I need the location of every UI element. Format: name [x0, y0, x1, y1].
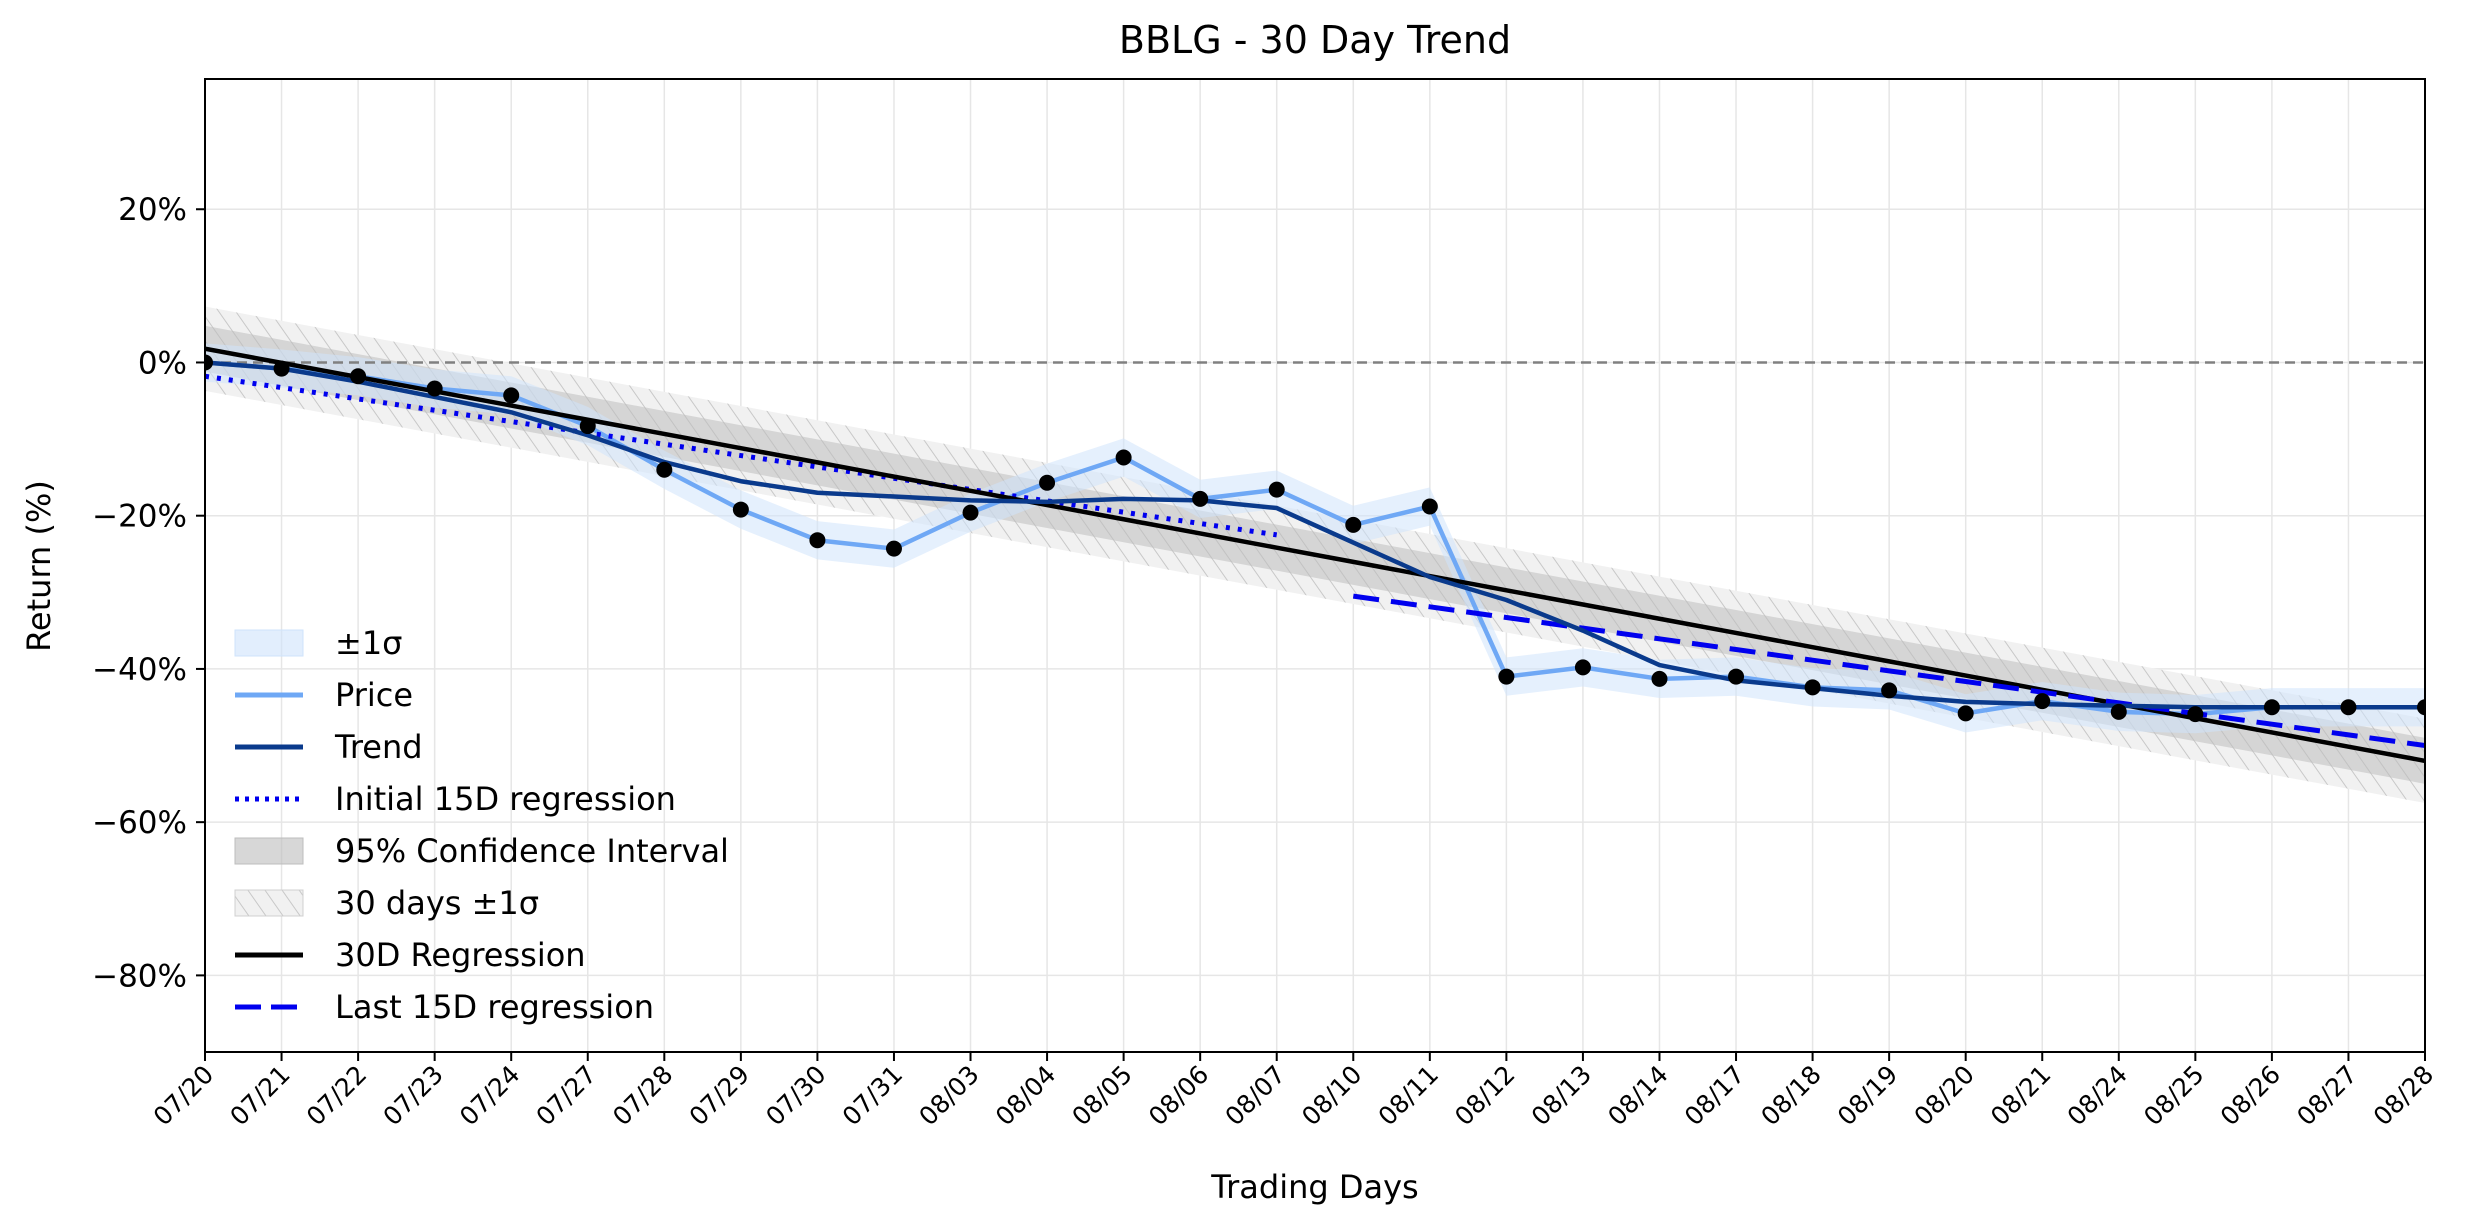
price-point: [1804, 679, 1821, 696]
price-point: [1039, 474, 1056, 491]
price-point: [579, 418, 596, 435]
x-tick-label: 08/12: [1449, 1060, 1520, 1131]
x-tick-label: 07/21: [224, 1060, 295, 1131]
y-tick-label: 20%: [118, 192, 187, 228]
x-tick-label: 07/24: [454, 1060, 525, 1131]
price-point: [1728, 668, 1745, 685]
y-tick-label: −40%: [92, 652, 187, 688]
x-tick-label: 08/27: [2291, 1060, 2362, 1131]
price-point: [2187, 706, 2204, 723]
x-tick-label: 08/25: [2138, 1060, 2209, 1131]
x-tick-label: 08/11: [1373, 1060, 1444, 1131]
legend-label: ±1σ: [335, 624, 402, 662]
legend: ±1σ Price Trend Initial 15D regression 95% C…: [234, 624, 729, 1026]
y-tick-label: −80%: [92, 958, 187, 994]
plot-area: [205, 306, 2425, 804]
price-point: [656, 461, 673, 478]
legend-label: 30 days ±1σ: [335, 884, 539, 922]
legend-swatch: [234, 629, 304, 657]
y-axis-label: Return (%): [20, 480, 58, 652]
x-tick-label: 07/22: [301, 1060, 372, 1131]
y-axis: 20% 0% −20% −40% −60% −80%: [92, 192, 205, 994]
series-line-trend: [205, 360, 2425, 710]
x-tick-label: 08/07: [1220, 1060, 1291, 1131]
price-point: [885, 540, 902, 557]
x-tick-label: 07/29: [684, 1060, 755, 1131]
price-point: [1498, 668, 1515, 685]
legend-label: 95% Confidence Interval: [335, 832, 729, 870]
x-tick-label: 08/17: [1679, 1060, 1750, 1131]
y-tick-label: −20%: [92, 499, 187, 535]
x-tick-label: 08/13: [1526, 1060, 1597, 1131]
legend-label: Initial 15D regression: [335, 780, 676, 818]
x-tick-label: 07/20: [148, 1060, 219, 1131]
price-point: [732, 501, 749, 518]
x-tick-label: 08/28: [2368, 1060, 2439, 1131]
price-point: [809, 532, 826, 549]
legend-label: 30D Regression: [335, 936, 586, 974]
price-point: [962, 504, 979, 521]
plot-frame: [204, 78, 2426, 1053]
x-tick-label: 07/23: [377, 1060, 448, 1131]
legend-swatch: [234, 889, 304, 917]
price-point: [2263, 699, 2280, 716]
x-tick-label: 07/31: [837, 1060, 908, 1131]
price-point: [2417, 699, 2425, 716]
price-point: [1421, 498, 1438, 515]
price-point: [1345, 516, 1362, 533]
price-point: [350, 368, 367, 385]
x-tick-label: 08/24: [2062, 1060, 2133, 1131]
x-axis: 07/20 07/21 07/22 07/23 07/24 07/27 07/28 07/29…: [148, 1052, 2439, 1131]
x-tick-label: 08/04: [990, 1060, 1061, 1131]
x-tick-label: 08/18: [1755, 1060, 1826, 1131]
price-point: [1268, 481, 1285, 498]
y-tick-label: −60%: [92, 805, 187, 841]
series-line-initial-15d-regression: [205, 373, 1278, 538]
x-tick-label: 08/26: [2215, 1060, 2286, 1131]
price-point: [1881, 682, 1898, 699]
price-point: [426, 380, 443, 397]
price-point: [1115, 449, 1132, 466]
chart-title: BBLG - 30 Day Trend: [1119, 18, 1511, 62]
x-axis-label: Trading Days: [1210, 1168, 1418, 1206]
x-tick-label: 08/21: [1985, 1060, 2056, 1131]
x-tick-label: 07/27: [531, 1060, 602, 1131]
price-point: [2110, 703, 2127, 720]
x-tick-label: 08/05: [1066, 1060, 1137, 1131]
legend-label: Trend: [334, 728, 423, 766]
price-point: [205, 354, 213, 371]
legend-label: Price: [335, 676, 413, 714]
x-tick-label: 08/20: [1908, 1060, 1979, 1131]
legend-swatch: [234, 837, 304, 865]
price-point: [503, 387, 520, 404]
x-tick-label: 08/19: [1832, 1060, 1903, 1131]
x-tick-label: 08/03: [913, 1060, 984, 1131]
price-point: [1651, 670, 1668, 687]
x-tick-label: 08/06: [1143, 1060, 1214, 1131]
x-tick-label: 07/28: [607, 1060, 678, 1131]
price-point: [2034, 693, 2051, 710]
price-point: [1574, 659, 1591, 676]
x-tick-label: 07/30: [760, 1060, 831, 1131]
series-line-last-15d-regression: [1352, 593, 2425, 749]
legend-label: Last 15D regression: [335, 988, 654, 1026]
price-point: [1192, 490, 1209, 507]
price-point: [2340, 699, 2357, 716]
band--1-: [205, 343, 2425, 734]
x-tick-label: 08/10: [1296, 1060, 1367, 1131]
y-tick-label: 0%: [138, 345, 187, 381]
price-point: [273, 360, 290, 377]
x-tick-label: 08/14: [1602, 1060, 1673, 1131]
price-point: [1957, 705, 1974, 722]
